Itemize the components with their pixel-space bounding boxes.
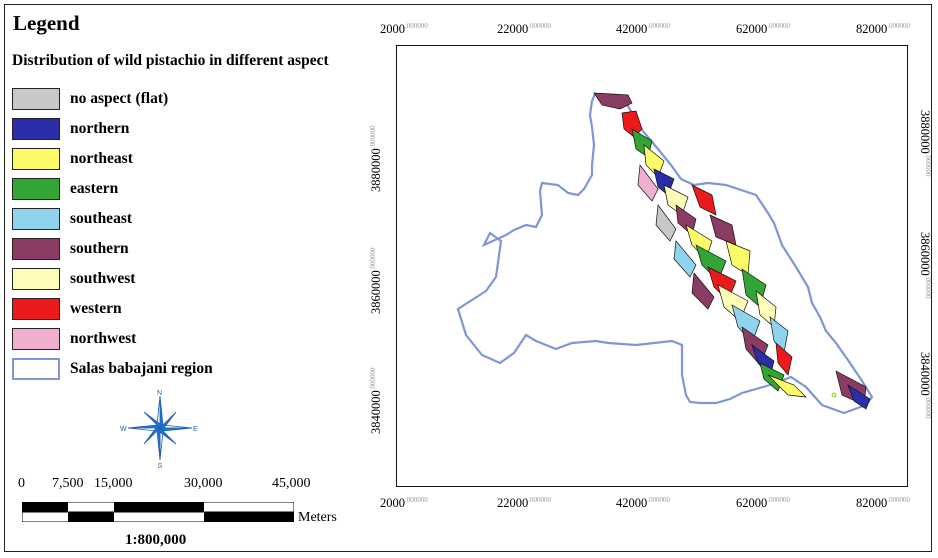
legend-swatch [12,178,60,200]
isolated-site [831,392,837,398]
scale-tick: 7,500 [52,476,84,491]
legend-swatch [12,238,60,260]
legend-item-northwest: northwest [12,328,136,350]
x-label-bottom: 22000.000000 [497,496,551,511]
x-label-bottom: 62000.000000 [736,496,790,511]
x-label-bottom: 42000.000000 [616,496,670,511]
legend-label: eastern [70,180,119,197]
y-label-left: 3880000.000000 [369,125,384,193]
x-label-top: 22000.000000 [497,22,551,37]
legend-label: western [70,300,122,317]
legend-item-northeast: northeast [12,148,133,170]
x-label-top: 2000.000000 [380,22,428,37]
legend-item-southern: southern [12,238,129,260]
legend-label: southwest [70,270,136,287]
compass-w: W [120,426,127,433]
legend-label: no aspect (flat) [70,90,169,107]
x-label-bottom: 2000.000000 [380,496,428,511]
map-canvas [456,92,874,415]
legend-swatch [12,328,60,350]
legend-swatch [12,208,60,230]
y-label-left: 3860000.000000 [369,247,384,315]
x-label-top: 82000.000000 [856,22,910,37]
legend-item-region: Salas babajani region [12,358,213,380]
legend-title: Legend [13,11,80,35]
legend-item-southwest: southwest [12,268,135,290]
legend-label: Salas babajani region [70,360,213,377]
legend-swatch [12,298,60,320]
scale-tick: 45,000 [272,476,311,491]
legend-label: southern [70,240,129,257]
legend-label: northeast [70,150,133,167]
x-label-top: 62000.000000 [736,22,790,37]
scale-units: Meters [298,510,337,525]
region-boundary [456,92,874,415]
scale-tick: 0 [18,476,25,491]
legend-item-southeast: southeast [12,208,132,230]
map-data-frame [396,45,908,487]
legend-label: southeast [70,210,133,227]
compass-n: N [157,390,162,397]
map-frame [4,4,932,552]
legend-swatch [12,118,60,140]
scale-tick: 15,000 [94,476,133,491]
legend-label: northwest [70,330,137,347]
legend-item-flat: no aspect (flat) [12,88,168,110]
legend-swatch [12,358,60,380]
legend-item-northern: northern [12,118,129,140]
legend-subtitle: Distribution of wild pistachio in differ… [12,52,329,69]
compass-icon: N S E W [120,390,198,468]
legend-swatch [12,148,60,170]
scale-bar [22,502,294,522]
legend-label: northern [70,120,130,137]
legend-item-western: western [12,298,122,320]
compass-s: S [158,463,163,468]
y-label-left: 3840000.000000 [369,367,384,435]
legend-swatch [12,88,60,110]
legend-swatch [12,268,60,290]
scale-ratio: 1:800,000 [125,532,187,548]
x-label-top: 42000.000000 [616,22,670,37]
y-label-right: 3840000.000000 [917,352,932,419]
y-label-right: 3860000.000000 [917,232,932,299]
scale-tick: 30,000 [184,476,223,491]
x-label-bottom: 82000.000000 [856,496,910,511]
y-label-right: 3880000.000000 [917,110,932,177]
compass-e: E [193,426,198,433]
pistachio-distribution [593,92,871,410]
legend-item-eastern: eastern [12,178,118,200]
